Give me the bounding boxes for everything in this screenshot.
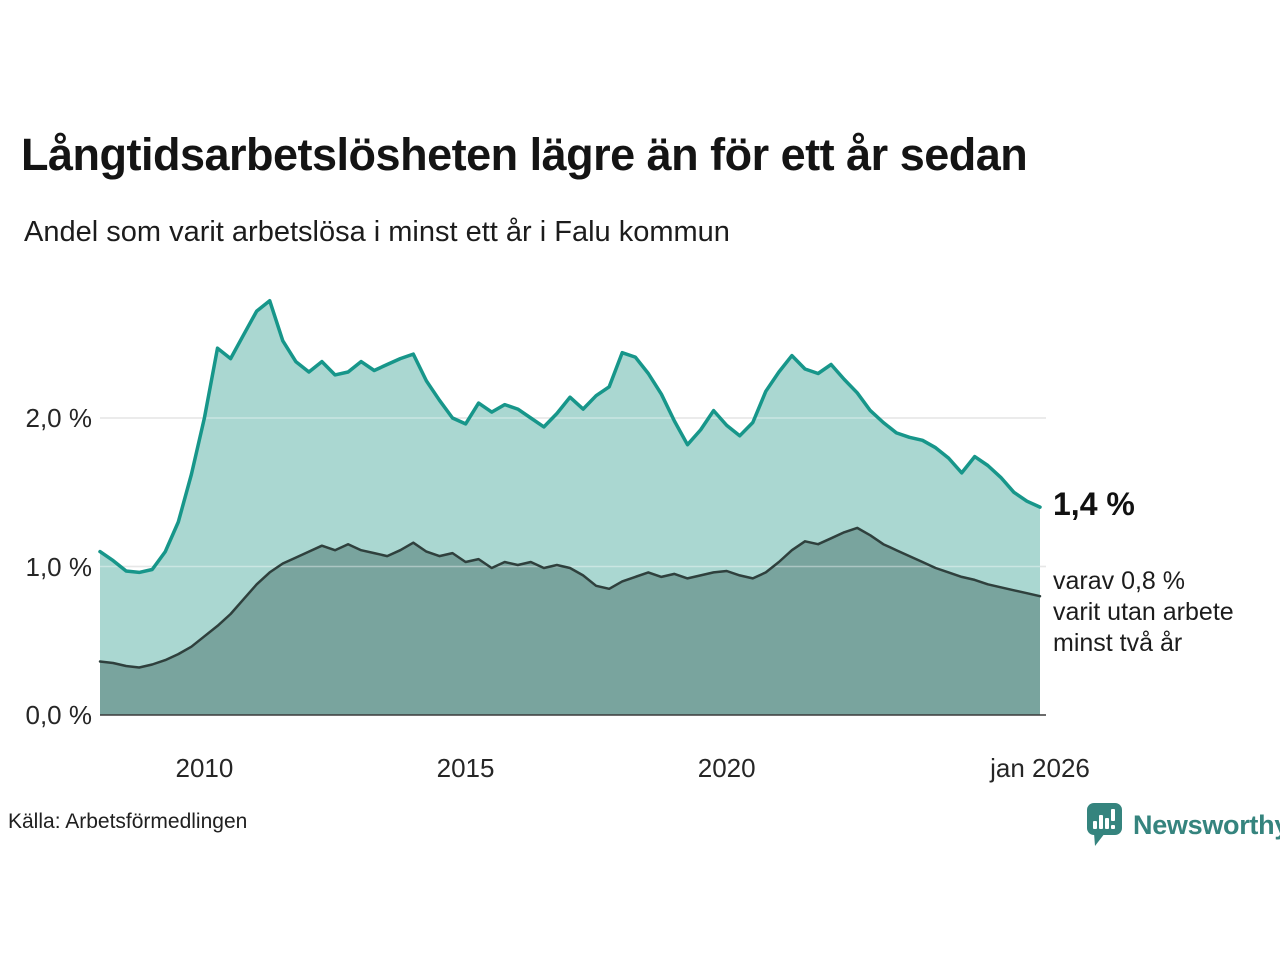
x-tick-label: jan 2026 — [990, 753, 1090, 783]
two-year-annotation-line1: varav 0,8 % — [1053, 567, 1186, 595]
two-year-annotation: varav 0,8 % varit utan arbete minst två … — [1053, 566, 1234, 659]
two-year-annotation-line2: varit utan arbete — [1053, 598, 1234, 626]
x-tick-label: 2020 — [697, 753, 756, 783]
y-tick-label: 1,0 % — [25, 551, 93, 582]
page-title: Långtidsarbetslösheten lägre än för ett … — [21, 129, 1028, 180]
y-tick-label: 2,0 % — [25, 403, 93, 433]
total-value-annotation: 1,4 % — [1053, 486, 1135, 522]
newsworthy-bubble-icon — [1087, 803, 1122, 846]
x-tick-label: 2010 — [175, 753, 234, 783]
newsworthy-logo: Newsworthy — [1086, 802, 1280, 848]
y-tick-label: 0,0 % — [25, 700, 93, 730]
chart-subtitle: Andel som varit arbetslösa i minst ett å… — [24, 216, 730, 248]
two-year-annotation-line3: minst två år — [1053, 629, 1183, 657]
newsworthy-logo-text: Newsworthy — [1133, 809, 1280, 840]
source-attribution: Källa: Arbetsförmedlingen — [8, 810, 248, 833]
x-tick-label: 2015 — [436, 753, 495, 783]
